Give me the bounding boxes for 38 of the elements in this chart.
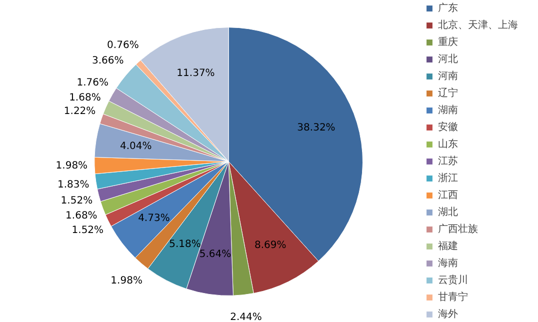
data-label: 3.66%: [92, 56, 124, 67]
data-label: 1.68%: [69, 92, 101, 104]
data-label: 2.44%: [230, 312, 262, 322]
data-label: 1.98%: [110, 275, 142, 286]
legend-label: 江苏: [438, 154, 458, 168]
data-label: 1.22%: [64, 106, 96, 117]
data-label: 1.52%: [72, 225, 104, 236]
legend-label: 福建: [438, 240, 458, 253]
data-label: 11.37%: [176, 68, 215, 80]
legend-label: 重庆: [438, 36, 458, 49]
legend-label: 湖北: [438, 206, 458, 219]
legend-label: 海南: [438, 256, 458, 270]
data-label: 38.32%: [297, 122, 336, 134]
legend-label: 浙江: [438, 172, 458, 185]
legend-label: 辽宁: [438, 86, 458, 100]
legend-label: 广东: [438, 2, 458, 15]
legend-label: 北京、天津、上海: [438, 18, 518, 32]
data-label: 1.76%: [76, 78, 109, 89]
data-label: 1.83%: [57, 179, 90, 190]
legend-label: 湖南: [438, 104, 458, 117]
data-label: 8.69%: [254, 240, 286, 252]
data-label: 1.98%: [56, 160, 88, 172]
data-label: 1.68%: [66, 210, 98, 222]
data-label: 5.64%: [199, 248, 232, 260]
data-label: 0.76%: [107, 40, 139, 51]
data-label: 4.73%: [138, 213, 170, 224]
legend-label: 云贵川: [438, 274, 468, 287]
legend-label: 海外: [438, 308, 458, 321]
legend-label: 山东: [438, 138, 458, 151]
legend-label: 河北: [438, 52, 458, 66]
data-label: 4.04%: [120, 141, 152, 152]
data-label: 1.52%: [60, 196, 93, 207]
legend-label: 甘青宁: [438, 290, 468, 304]
legend-label: 广西壮族: [438, 222, 478, 236]
legend-label: 江西: [438, 189, 458, 202]
legend-label: 河南: [438, 70, 458, 83]
data-label: 5.18%: [169, 239, 201, 250]
legend-label: 安徽: [438, 120, 458, 134]
